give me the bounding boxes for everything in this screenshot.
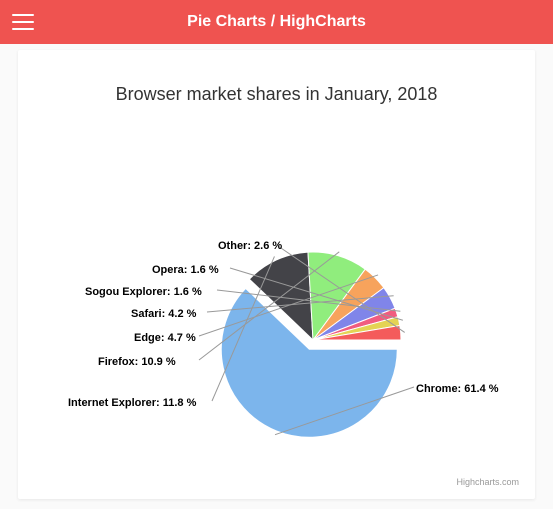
pie-label: Safari: 4.2 % <box>131 308 196 320</box>
pie-chart: Chrome: 61.4 % Internet Explorer: 11.8 % F… <box>18 105 535 485</box>
chart-title: Browser market shares in January, 2018 <box>18 84 535 105</box>
pie-label: Other: 2.6 % <box>218 240 282 252</box>
pie-label: Chrome: 61.4 % <box>416 383 499 395</box>
pie-label: Sogou Explorer: 1.6 % <box>85 286 202 298</box>
pie-label: Firefox: 10.9 % <box>98 356 176 368</box>
hamburger-icon[interactable] <box>12 14 34 30</box>
topbar: Pie Charts / HighCharts <box>0 0 553 44</box>
chart-credit: Highcharts.com <box>456 477 519 487</box>
pie-label: Opera: 1.6 % <box>152 264 219 276</box>
pie-label: Internet Explorer: 11.8 % <box>68 397 196 409</box>
topbar-title: Pie Charts / HighCharts <box>34 13 519 31</box>
pie-label: Edge: 4.7 % <box>134 332 196 344</box>
chart-card: Browser market shares in January, 2018 C… <box>18 50 535 499</box>
